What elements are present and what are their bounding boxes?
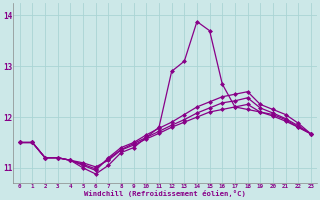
- X-axis label: Windchill (Refroidissement éolien,°C): Windchill (Refroidissement éolien,°C): [84, 190, 246, 197]
